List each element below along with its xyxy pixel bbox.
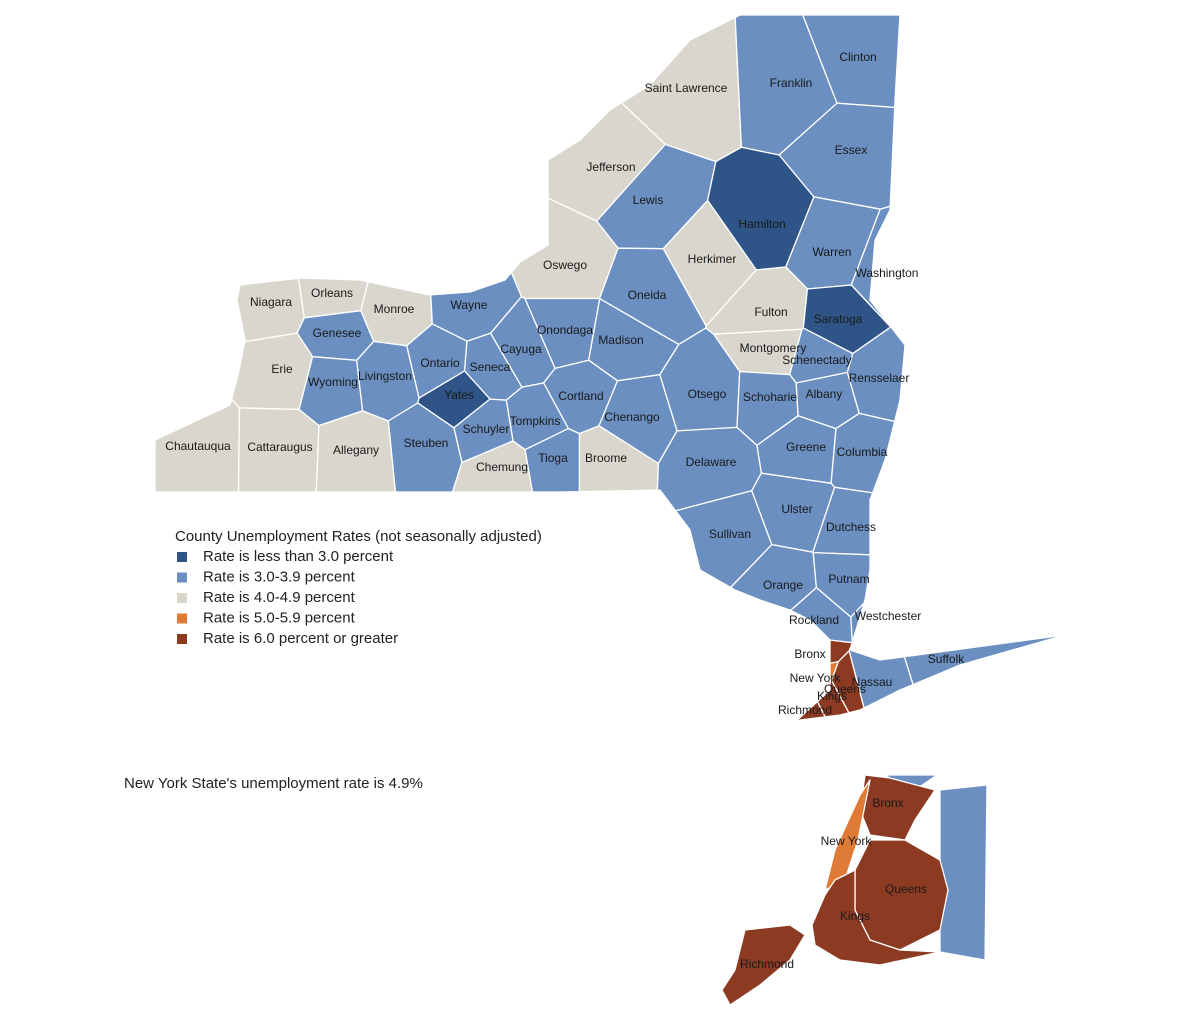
county-label: Westchester xyxy=(855,609,921,623)
legend-label: Rate is 4.0-4.9 percent xyxy=(203,589,356,606)
note: New York State's unemployment rate is 4.… xyxy=(124,775,423,792)
county-label: Orange xyxy=(763,578,803,592)
county xyxy=(816,679,850,718)
county-label: Richmond xyxy=(778,703,832,717)
county-label: Chenango xyxy=(604,410,660,424)
county-label: Cortland xyxy=(558,389,603,403)
legend-label: Rate is 3.0-3.9 percent xyxy=(203,568,356,585)
county-label: Monroe xyxy=(374,302,415,316)
county-label: Putnam xyxy=(828,572,869,586)
legend-swatch xyxy=(177,572,187,583)
county-label: Montgomery xyxy=(740,341,807,355)
county-label: Kings xyxy=(817,689,847,703)
county-label: Cattaraugus xyxy=(247,440,312,454)
county-label: Schenectady xyxy=(782,353,851,367)
county xyxy=(236,277,305,343)
county-label: Delaware xyxy=(686,455,737,469)
county-label: Niagara xyxy=(250,295,292,309)
county-label: Lewis xyxy=(633,193,664,207)
borough-label: Richmond xyxy=(740,957,794,971)
county-label: New York xyxy=(790,671,842,685)
county-label: Tompkins xyxy=(510,414,561,428)
county-label: Oneida xyxy=(628,288,667,302)
county-label: Ulster xyxy=(781,502,812,516)
county-label: Bronx xyxy=(794,647,825,661)
county-label: Oswego xyxy=(543,258,587,272)
legend-label: Rate is less than 3.0 percent xyxy=(203,548,394,565)
county-label: Rockland xyxy=(789,613,839,627)
county-label: Chemung xyxy=(476,460,528,474)
county xyxy=(903,634,1066,686)
county-label: Otsego xyxy=(688,387,727,401)
county-label: Orleans xyxy=(311,286,353,300)
county-label: Livingston xyxy=(358,369,412,383)
county-label: Nassau xyxy=(852,675,893,689)
county-label: Suffolk xyxy=(928,652,965,666)
county-label: Albany xyxy=(806,387,843,401)
county-label: Washington xyxy=(856,266,919,280)
legend-swatch xyxy=(177,593,187,603)
county-label: Warren xyxy=(813,245,852,259)
borough xyxy=(721,924,806,1006)
legend-swatch xyxy=(177,552,187,562)
borough-label: Kings xyxy=(840,909,870,923)
county xyxy=(802,14,901,109)
legend-label: Rate is 5.0-5.9 percent xyxy=(203,609,356,626)
borough-label: New York xyxy=(821,834,873,848)
borough-label: Bronx xyxy=(872,796,903,810)
county-label: Steuben xyxy=(404,436,449,450)
county-label: Chautauqua xyxy=(165,439,231,453)
county-label: Dutchess xyxy=(826,520,876,534)
legend-swatch xyxy=(177,613,187,624)
borough xyxy=(811,869,941,966)
county-label: Saratoga xyxy=(814,312,863,326)
legend-title: County Unemployment Rates (not seasonall… xyxy=(175,528,542,545)
borough-label: Queens xyxy=(885,882,927,896)
county-label: Herkimer xyxy=(688,252,737,266)
label-layer: Saint Lawrence Franklin Clinton Essex Jeffer… xyxy=(165,50,965,971)
county-label: Genesee xyxy=(313,326,362,340)
county-label: Yates xyxy=(444,388,474,402)
inset-neighbor xyxy=(939,784,988,961)
county-label: Wyoming xyxy=(308,375,358,389)
county-label: Franklin xyxy=(770,76,813,90)
county-label: Greene xyxy=(786,440,826,454)
county-label: Queens xyxy=(824,682,866,696)
county-label: Columbia xyxy=(837,445,888,459)
nyc-inset xyxy=(721,774,988,1006)
legend-label: Rate is 6.0 percent or greater xyxy=(203,630,398,647)
county-label: Hamilton xyxy=(738,217,785,231)
county-label: Cayuga xyxy=(500,342,542,356)
county-label: Schuyler xyxy=(463,422,510,436)
county-label: Jefferson xyxy=(586,160,635,174)
county-label: Seneca xyxy=(470,360,511,374)
county-label: Ontario xyxy=(420,356,460,370)
county xyxy=(794,700,826,723)
county-label: Clinton xyxy=(839,50,876,64)
county-label: Allegany xyxy=(333,443,379,457)
county-label: Madison xyxy=(598,333,643,347)
county-label: Essex xyxy=(835,143,868,157)
county-label: Onondaga xyxy=(537,323,593,337)
county-label: Broome xyxy=(585,451,627,465)
county-layer xyxy=(154,14,1066,723)
county-label: Fulton xyxy=(754,305,787,319)
county-label: Wayne xyxy=(451,298,488,312)
county xyxy=(315,410,397,493)
county-label: Tioga xyxy=(538,451,568,465)
county-label: Saint Lawrence xyxy=(645,81,728,95)
county-label: Rensselaer xyxy=(849,371,910,385)
legend-swatch xyxy=(177,634,187,644)
county-label: Schoharie xyxy=(743,390,797,404)
county-label: Erie xyxy=(271,362,293,376)
county-label: Sullivan xyxy=(709,527,751,541)
